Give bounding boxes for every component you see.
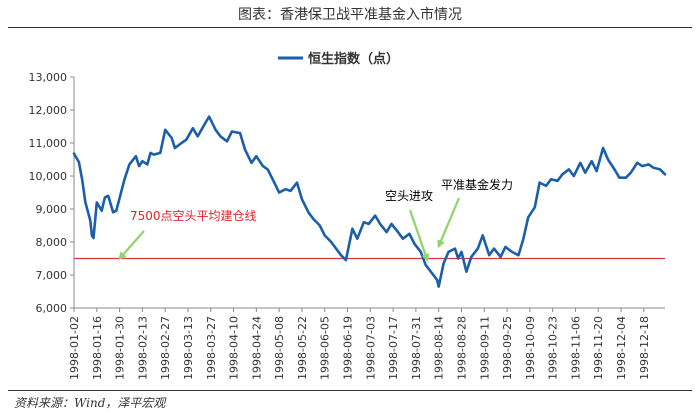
annotation-fund-intervention-arrow	[437, 197, 461, 249]
x-tick-label: 1998-09-11	[478, 316, 491, 380]
annotation-short-attack-text: 空头进攻	[385, 189, 433, 203]
x-tick-label: 1998-01-30	[114, 316, 127, 380]
x-tick-label: 1998-02-13	[136, 316, 149, 380]
legend: 恒生指数（点）	[278, 51, 399, 67]
x-tick-label: 1998-11-06	[569, 316, 582, 380]
x-tick-label: 1998-10-09	[524, 316, 537, 380]
series-group	[72, 115, 667, 288]
x-axis-ticks: 1998-01-02 1998-01-16 1998-01-30 1998-02-13…	[68, 308, 651, 380]
x-tick-label: 1998-08-28	[455, 316, 468, 380]
x-tick-label: 1998-10-23	[547, 316, 560, 380]
annotation-short-cost-line-arrow	[118, 230, 145, 260]
x-tick-label: 1998-08-14	[433, 316, 446, 380]
y-axis-ticks: 6,000 7,000 8,000 9,000 10,000 11,000 12,000 13…	[29, 71, 74, 315]
figure-title: 图表：香港保卫战平准基金入市情况	[238, 7, 462, 23]
x-tick-label: 1998-04-10	[228, 316, 241, 380]
x-tick-label: 1998-03-27	[205, 316, 218, 380]
x-tick-label: 1998-02-27	[159, 316, 172, 380]
x-tick-label: 1998-05-08	[273, 316, 286, 380]
series-line-hsi	[72, 115, 667, 288]
x-tick-label: 1998-04-24	[250, 316, 263, 380]
y-tick-label: 7,000	[36, 269, 68, 282]
y-tick-label: 12,000	[29, 104, 68, 117]
y-tick-label: 9,000	[36, 203, 68, 216]
x-tick-label: 1998-03-13	[182, 316, 195, 380]
annotation-fund-intervention-text: 平准基金发力	[441, 177, 513, 192]
annotation-short-cost-line-text: 7500点空头平均建仓线	[130, 209, 257, 223]
x-tick-label: 1998-11-20	[592, 316, 605, 380]
x-tick-label: 1998-06-19	[342, 316, 355, 380]
x-tick-label: 1998-12-04	[615, 316, 628, 380]
y-tick-label: 10,000	[29, 170, 68, 183]
x-tick-label: 1998-05-22	[296, 316, 309, 380]
source-note: 资料来源：Wind，泽平宏观	[14, 396, 166, 410]
x-tick-label: 1998-01-02	[68, 316, 81, 380]
x-tick-label: 1998-09-25	[501, 316, 514, 380]
legend-label: 恒生指数（点）	[308, 51, 399, 67]
title-rule	[8, 27, 692, 28]
footer-rule	[8, 390, 692, 391]
x-tick-label: 1998-12-18	[638, 316, 651, 380]
axes	[73, 77, 665, 309]
y-tick-label: 13,000	[29, 71, 68, 84]
x-tick-label: 1998-07-31	[410, 316, 423, 380]
y-tick-label: 11,000	[29, 137, 68, 150]
y-tick-label: 6,000	[36, 302, 68, 315]
x-tick-label: 1998-01-16	[91, 316, 104, 380]
y-tick-label: 8,000	[36, 236, 68, 249]
annotation-short-attack-arrow	[408, 209, 430, 262]
x-tick-label: 1998-07-03	[364, 316, 377, 380]
x-tick-label: 1998-06-05	[319, 316, 332, 380]
x-tick-label: 1998-07-17	[387, 316, 400, 380]
